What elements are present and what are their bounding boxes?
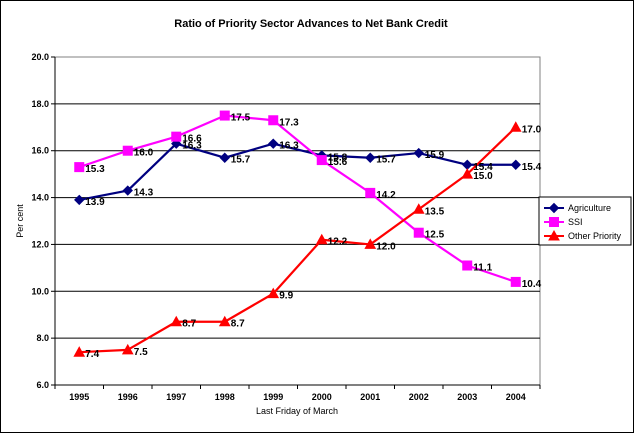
data-label-agriculture: 15.7	[231, 155, 251, 166]
data-label-other-priority: 9.9	[279, 291, 293, 302]
data-label-ssi: 15.6	[328, 157, 348, 168]
data-point-agriculture	[219, 152, 230, 163]
data-point-agriculture	[268, 138, 279, 149]
y-tick-label: 12.0	[31, 239, 49, 249]
legend-marker-agriculture	[548, 202, 560, 214]
data-point-other-priority	[170, 315, 183, 327]
series-line-other-priority	[79, 126, 517, 354]
data-point-ssi	[316, 155, 327, 166]
data-point-other-priority	[73, 346, 86, 357]
data-label-agriculture: 13.9	[85, 197, 105, 208]
data-point-other-priority	[121, 343, 134, 355]
data-label-other-priority: 17.0	[522, 124, 542, 135]
data-label-agriculture: 16.3	[182, 141, 202, 152]
data-point-ssi	[510, 276, 521, 287]
legend-label-ssi: SSI	[568, 217, 583, 227]
data-point-other-priority	[267, 287, 280, 299]
x-tick-label: 1996	[118, 392, 138, 402]
x-tick-label: 2001	[360, 392, 380, 402]
data-point-ssi	[365, 187, 376, 198]
data-label-agriculture: 15.4	[473, 162, 493, 173]
data-label-ssi: 11.1	[473, 263, 492, 274]
gridlines	[55, 103, 540, 339]
data-point-other-priority	[315, 233, 328, 245]
data-point-other-priority	[461, 168, 474, 179]
y-tick-label: 16.0	[31, 146, 49, 156]
data-label-ssi: 10.4	[522, 279, 542, 290]
data-label-other-priority: 12.2	[328, 237, 348, 248]
x-tick-label: 2003	[457, 392, 477, 402]
data-point-ssi	[413, 227, 424, 238]
x-tick-label: 1997	[166, 392, 186, 402]
data-label-ssi: 12.5	[425, 230, 445, 241]
data-point-agriculture	[74, 194, 85, 206]
data-point-agriculture	[413, 147, 424, 159]
data-label-other-priority: 8.7	[231, 319, 245, 330]
data-point-ssi	[462, 260, 473, 271]
y-axis-title: Per cent	[15, 204, 25, 238]
data-point-other-priority	[509, 121, 522, 132]
y-tick-label: 20.0	[31, 52, 49, 62]
data-label-other-priority: 13.5	[425, 206, 445, 217]
data-label-agriculture: 15.7	[376, 155, 396, 166]
y-tick-label: 10.0	[31, 286, 49, 296]
data-label-ssi: 17.3	[279, 117, 299, 128]
x-tick-label: 2000	[312, 392, 332, 402]
data-point-agriculture	[510, 159, 521, 170]
y-tick-label: 14.0	[31, 193, 49, 203]
data-point-ssi	[122, 145, 133, 156]
axis-ticks: 6.0 8.0 10.0 12.0 14.0 16.0 18.0 20.0 1995 1996 19…	[31, 52, 541, 402]
data-point-ssi	[268, 115, 279, 126]
data-label-other-priority: 15.0	[473, 171, 493, 182]
y-tick-label: 18.0	[31, 99, 49, 109]
series-layer	[73, 110, 522, 357]
data-label-ssi: 15.3	[85, 164, 105, 175]
data-label-agriculture: 15.8	[328, 152, 348, 163]
chart-title: Ratio of Priority Sector Advances to Net…	[174, 18, 448, 30]
y-tick-label: 8.0	[36, 333, 49, 343]
data-label-ssi: 16.0	[134, 148, 154, 159]
data-label-agriculture: 16.3	[279, 141, 299, 152]
data-label-ssi: 17.5	[231, 113, 251, 124]
x-tick-label: 2002	[409, 392, 429, 402]
data-label-agriculture: 15.4	[522, 162, 542, 173]
series-line-ssi	[78, 114, 517, 283]
data-labels: 13.9 14.3 16.3 15.7 16.3 15.8 15.7 15.9 15.4 15.4…	[85, 113, 541, 361]
legend-label-agriculture: Agriculture	[568, 203, 611, 213]
data-label-agriculture: 15.9	[425, 150, 445, 161]
data-label-agriculture: 14.3	[134, 188, 154, 199]
data-label-ssi: 14.2	[376, 190, 396, 201]
data-label-other-priority: 7.4	[85, 349, 99, 360]
data-point-agriculture	[122, 185, 133, 196]
data-point-other-priority	[412, 203, 425, 214]
y-tick-label: 6.0	[36, 380, 49, 390]
data-point-agriculture	[365, 152, 376, 163]
x-tick-label: 1998	[215, 392, 235, 402]
legend-label-other-priority: Other Priority	[568, 231, 622, 241]
data-point-other-priority	[364, 238, 377, 249]
legend-marker-other-priority	[548, 229, 560, 241]
data-point-other-priority	[218, 315, 231, 327]
plot-area	[54, 56, 541, 386]
x-tick-label: 1995	[69, 392, 89, 402]
series-line-agriculture	[79, 142, 516, 201]
x-axis-title: Last Friday of March	[256, 406, 338, 416]
x-tick-label: 1999	[263, 392, 283, 402]
legend: Agriculture SSI Other Priority	[538, 196, 632, 246]
data-point-ssi	[171, 131, 182, 142]
data-point-ssi	[74, 162, 85, 173]
x-tick-label: 2004	[506, 392, 526, 402]
data-point-ssi	[219, 110, 230, 121]
data-label-other-priority: 8.7	[182, 319, 196, 330]
legend-marker-ssi	[549, 217, 559, 227]
data-label-ssi: 16.6	[182, 134, 202, 145]
data-label-other-priority: 7.5	[134, 347, 148, 358]
data-label-other-priority: 12.0	[376, 241, 396, 252]
